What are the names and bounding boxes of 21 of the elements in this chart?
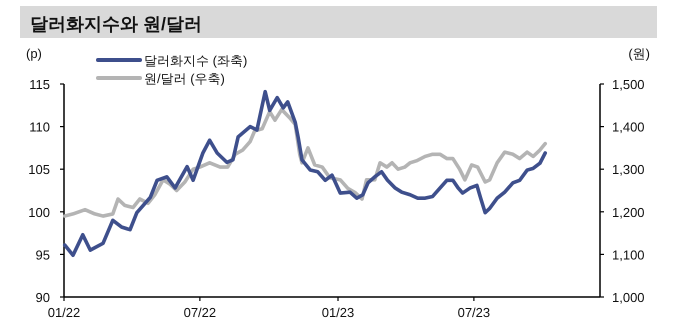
y2-tick-label: 1,400 <box>612 120 645 135</box>
x-tick-label: 01/22 <box>48 305 80 320</box>
y2-axis-title: (원) <box>628 46 650 61</box>
y2-tick-label: 1,100 <box>612 247 645 262</box>
x-tick-label: 07/22 <box>184 305 216 320</box>
y2-tick-label: 1,300 <box>612 162 645 178</box>
legend-label: 원/달러 (우축) <box>144 71 225 86</box>
y2-tick-label: 1,200 <box>612 204 645 220</box>
y-tick-label: 110 <box>29 120 50 135</box>
y-tick-label: 105 <box>28 162 50 178</box>
chart-title: 달러화지수와 원/달러 <box>30 14 202 34</box>
x-tick-label: 07/23 <box>458 305 490 320</box>
y-tick-label: 95 <box>36 247 50 262</box>
y2-tick-label: 1,500 <box>612 77 645 92</box>
y-tick-label: 90 <box>36 290 50 305</box>
y-axis-title: (p) <box>26 46 42 61</box>
x-tick-label: 01/23 <box>322 305 354 320</box>
y-tick-label: 100 <box>28 204 50 220</box>
y-tick-label: 115 <box>29 77 50 92</box>
legend-label: 달러화지수 (좌축) <box>144 53 248 68</box>
y2-tick-label: 1,000 <box>612 290 645 305</box>
